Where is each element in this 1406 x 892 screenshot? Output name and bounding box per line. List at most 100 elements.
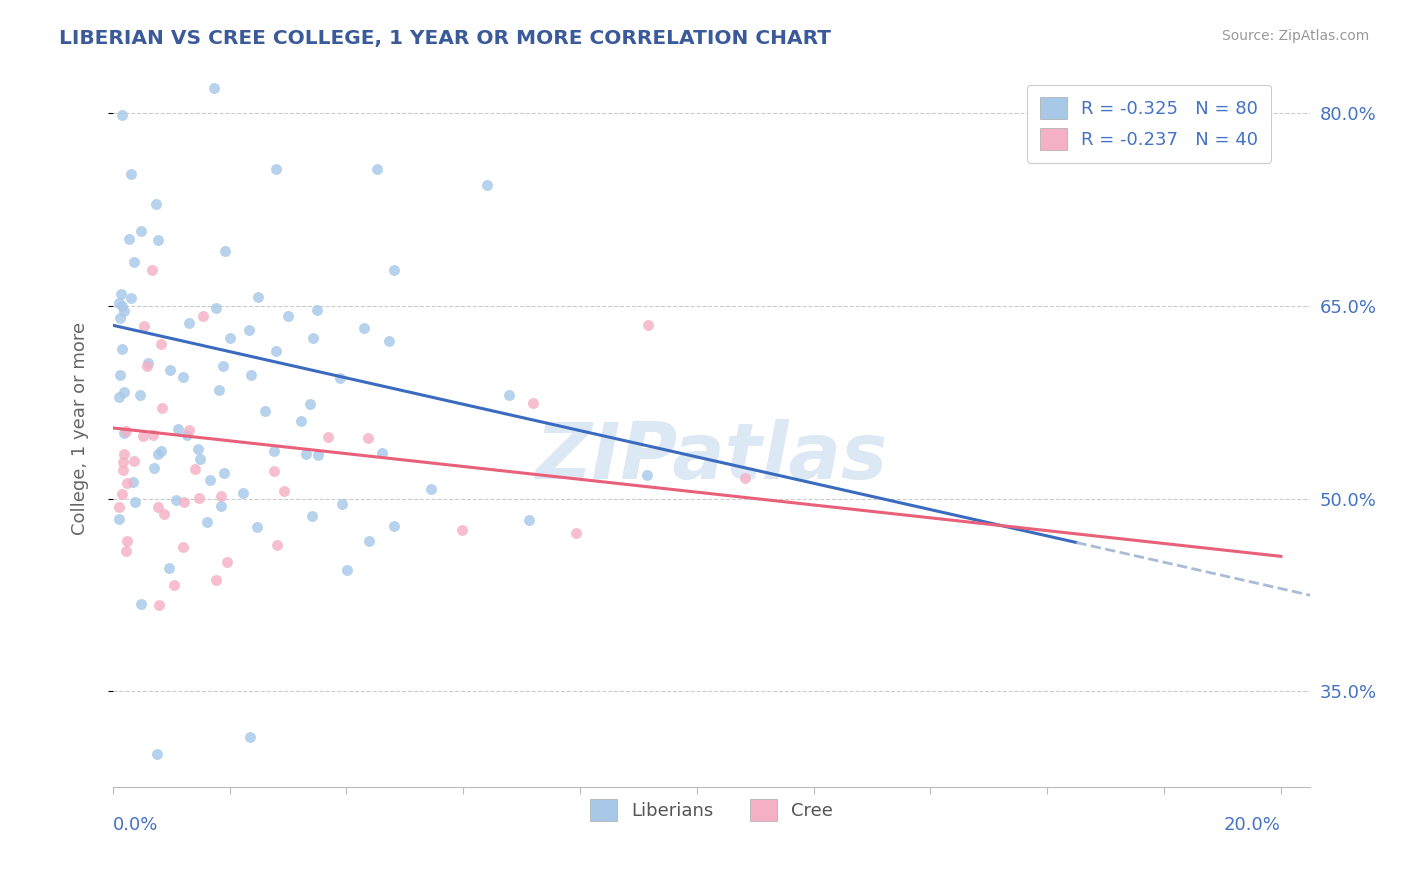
Point bbox=[172, 370, 194, 384]
Point bbox=[141, 263, 163, 277]
Point bbox=[264, 162, 287, 177]
Point bbox=[330, 497, 353, 511]
Point bbox=[142, 428, 165, 442]
Text: LIBERIAN VS CREE COLLEGE, 1 YEAR OR MORE CORRELATION CHART: LIBERIAN VS CREE COLLEGE, 1 YEAR OR MORE… bbox=[59, 29, 831, 47]
Point bbox=[107, 512, 129, 526]
Point bbox=[240, 368, 263, 382]
Point bbox=[129, 387, 152, 401]
Point bbox=[112, 455, 135, 469]
Legend: Liberians, Cree: Liberians, Cree bbox=[582, 792, 841, 829]
Point bbox=[212, 467, 235, 481]
Point bbox=[232, 486, 254, 500]
Y-axis label: College, 1 year or more: College, 1 year or more bbox=[72, 321, 89, 534]
Point bbox=[146, 747, 169, 762]
Point bbox=[266, 538, 288, 552]
Point bbox=[166, 422, 188, 436]
Point bbox=[294, 447, 316, 461]
Point bbox=[124, 454, 146, 468]
Point bbox=[253, 404, 276, 418]
Point bbox=[153, 507, 176, 521]
Point bbox=[108, 310, 131, 325]
Point bbox=[238, 323, 260, 337]
Point bbox=[183, 462, 205, 476]
Point bbox=[157, 561, 180, 575]
Point bbox=[357, 431, 380, 445]
Point bbox=[120, 291, 142, 305]
Point bbox=[115, 475, 138, 490]
Point bbox=[159, 362, 181, 376]
Point bbox=[290, 414, 312, 428]
Point bbox=[146, 447, 169, 461]
Point bbox=[111, 487, 134, 501]
Point bbox=[112, 463, 135, 477]
Point bbox=[115, 424, 138, 438]
Text: 0.0%: 0.0% bbox=[112, 815, 159, 834]
Point bbox=[636, 468, 658, 483]
Point bbox=[134, 319, 156, 334]
Point bbox=[177, 316, 200, 330]
Point bbox=[316, 430, 339, 444]
Point bbox=[136, 359, 159, 374]
Point bbox=[264, 343, 287, 358]
Point bbox=[136, 356, 159, 370]
Point bbox=[148, 233, 170, 247]
Point bbox=[195, 515, 218, 529]
Text: ZIPatlas: ZIPatlas bbox=[536, 418, 887, 495]
Point bbox=[734, 471, 756, 485]
Point bbox=[114, 544, 136, 558]
Point bbox=[359, 534, 381, 549]
Point bbox=[205, 573, 228, 587]
Point bbox=[353, 321, 375, 335]
Point bbox=[329, 371, 352, 385]
Point bbox=[176, 427, 198, 442]
Point bbox=[150, 401, 173, 415]
Point bbox=[150, 336, 173, 351]
Point bbox=[179, 423, 201, 437]
Point bbox=[188, 491, 211, 506]
Point bbox=[378, 334, 401, 348]
Point bbox=[162, 578, 184, 592]
Point bbox=[209, 489, 232, 503]
Point bbox=[420, 482, 443, 496]
Point bbox=[218, 331, 240, 345]
Point bbox=[239, 731, 262, 745]
Point bbox=[366, 161, 388, 176]
Point bbox=[212, 359, 235, 373]
Point bbox=[301, 509, 323, 524]
Point bbox=[107, 296, 129, 310]
Point bbox=[143, 460, 166, 475]
Point bbox=[148, 599, 170, 613]
Point bbox=[208, 384, 231, 398]
Point bbox=[145, 197, 167, 211]
Point bbox=[246, 290, 269, 304]
Point bbox=[273, 483, 295, 498]
Point bbox=[305, 303, 328, 318]
Point bbox=[450, 523, 472, 537]
Point bbox=[107, 390, 129, 404]
Point bbox=[301, 331, 323, 345]
Point bbox=[108, 500, 131, 514]
Point bbox=[112, 385, 135, 400]
Point bbox=[246, 520, 269, 534]
Point bbox=[149, 443, 172, 458]
Point bbox=[108, 368, 131, 383]
Point bbox=[165, 492, 187, 507]
Point bbox=[209, 499, 232, 513]
Point bbox=[115, 533, 138, 548]
Point bbox=[111, 108, 134, 122]
Point bbox=[202, 80, 225, 95]
Point bbox=[336, 563, 359, 577]
Point bbox=[382, 263, 405, 277]
Point bbox=[172, 541, 194, 555]
Point bbox=[148, 500, 170, 515]
Point bbox=[637, 318, 659, 332]
Point bbox=[120, 167, 142, 181]
Point bbox=[121, 475, 143, 490]
Point bbox=[263, 443, 285, 458]
Point bbox=[110, 299, 132, 313]
Point bbox=[122, 255, 145, 269]
Point bbox=[198, 473, 221, 487]
Text: Source: ZipAtlas.com: Source: ZipAtlas.com bbox=[1222, 29, 1369, 43]
Point bbox=[129, 597, 152, 611]
Point bbox=[131, 429, 153, 443]
